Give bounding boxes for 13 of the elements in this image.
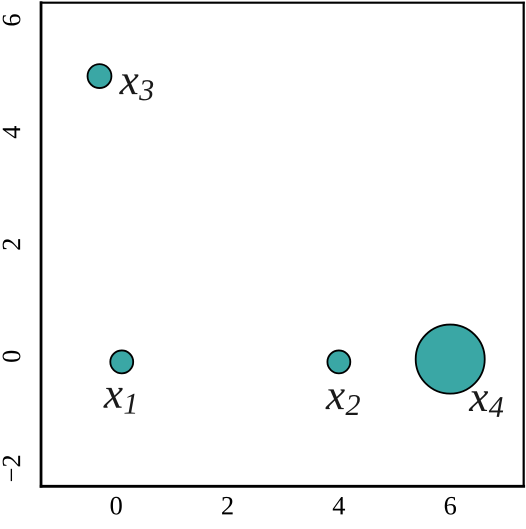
y-tick-label: 6 (2, 14, 20, 26)
x-tick-label: 6 (444, 496, 456, 515)
x-tick-label: 2 (222, 496, 233, 514)
y-tick-label: −2 (2, 456, 20, 482)
annotation: x$_{4}$ (468, 391, 504, 417)
y-tick-label: 2 (2, 239, 20, 250)
annotation: x$_{3}$ (119, 74, 154, 100)
x-tick-label: 4 (332, 496, 346, 514)
annotation: x$_{1}$ (103, 388, 136, 414)
x-tick-label: 0 (110, 496, 122, 515)
y-tick-label: 0 (2, 350, 20, 362)
annotation: x$_{2}$ (325, 389, 360, 416)
y-tick-label: 4 (2, 126, 20, 138)
